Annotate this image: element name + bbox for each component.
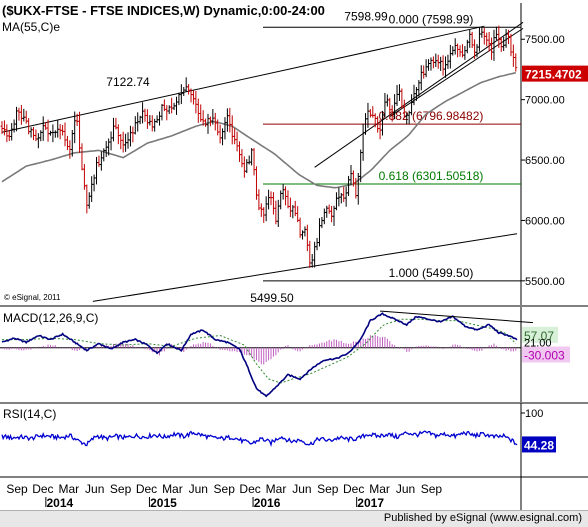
month-label: Sep [317,482,339,496]
publisher-credit: Published by eSignal (www.esignal.com) [383,512,582,524]
upper-trendline [1,25,485,133]
price-panel: 5500.00 6000.00 6500.00 7000.00 7500.00 0.000… [0,3,588,307]
month-label: Mar [58,482,79,496]
month-label: Jun [189,482,208,496]
fib-label: 0.618 (6301.50518) [379,169,484,183]
rsi-value-label: 44.28 [524,438,554,452]
rsi-tick-label: 100 [525,408,543,420]
copyright: © eSignal, 2011 [4,293,61,302]
annotation-low: 5499.50 [250,291,294,305]
month-label: Mar [162,482,183,496]
month-label: Mar [369,482,390,496]
price-tick-label: 7500.00 [525,34,565,46]
price-tick-label: 6500.00 [525,155,565,167]
macd-line [1,312,518,398]
year-label: 2017 [357,496,384,510]
macd-label: MACD(12,26,9,C) [3,311,98,325]
month-label: Sep [110,482,132,496]
macd-hist-tag [522,346,570,363]
macd-value-label: 57.07 [524,329,554,343]
rsi-panel: 100 44.28 [0,403,588,478]
ma-label: MA(55,C)e [2,20,60,34]
month-label: Sep [214,482,236,496]
macd-hist-value-label: -30.003 [524,349,565,363]
rsi-label: RSI(14,C) [3,407,56,421]
month-label: Jun [85,482,104,496]
fib-label: 0.000 (7598.99) [389,12,474,26]
macd-trendline [380,310,534,324]
price-tick-label: 7000.00 [525,95,565,107]
price-bg [0,3,588,305]
month-label: Dec [32,482,53,496]
price-tick-label: 6000.00 [525,215,565,227]
fib-label: 1.000 (5499.50) [389,266,474,280]
month-label: Mar [266,482,287,496]
fib-label: 0.382 (6796.98482) [379,109,484,123]
month-label: Dec [136,482,157,496]
year-label: 2015 [150,496,177,510]
macd-value-tag [522,326,558,343]
year-label: 2016 [254,496,281,510]
footer-bar: Published by eSignal (www.esignal.com) [0,510,588,527]
month-label: Jun [292,482,311,496]
rsi-line [1,430,518,448]
symbol-title: ($UKX-FTSE - FTSE INDICES,W) Dynamic,0:0… [2,3,325,18]
year-label: 2014 [46,496,73,510]
ma-line [1,71,516,189]
month-label: Dec [343,482,364,496]
month-label: Jun [396,482,415,496]
annotation-swing-high: 7122.74 [106,75,150,89]
month-label: Dec [239,482,260,496]
lower-trendline [92,233,518,302]
month-label: Sep [421,482,443,496]
price-tick-label: 5500.00 [525,276,565,288]
month-label: Sep [6,482,28,496]
annotation-high: 7598.99 [344,9,388,23]
last-price-label: 7215.4702 [525,68,582,82]
rsi-value-tag [522,436,556,453]
last-price-tag [522,65,588,82]
time-axis: Sep Dec Mar Jun Sep Dec Mar Jun Sep Dec Mar Jun Sep D… [6,477,522,510]
